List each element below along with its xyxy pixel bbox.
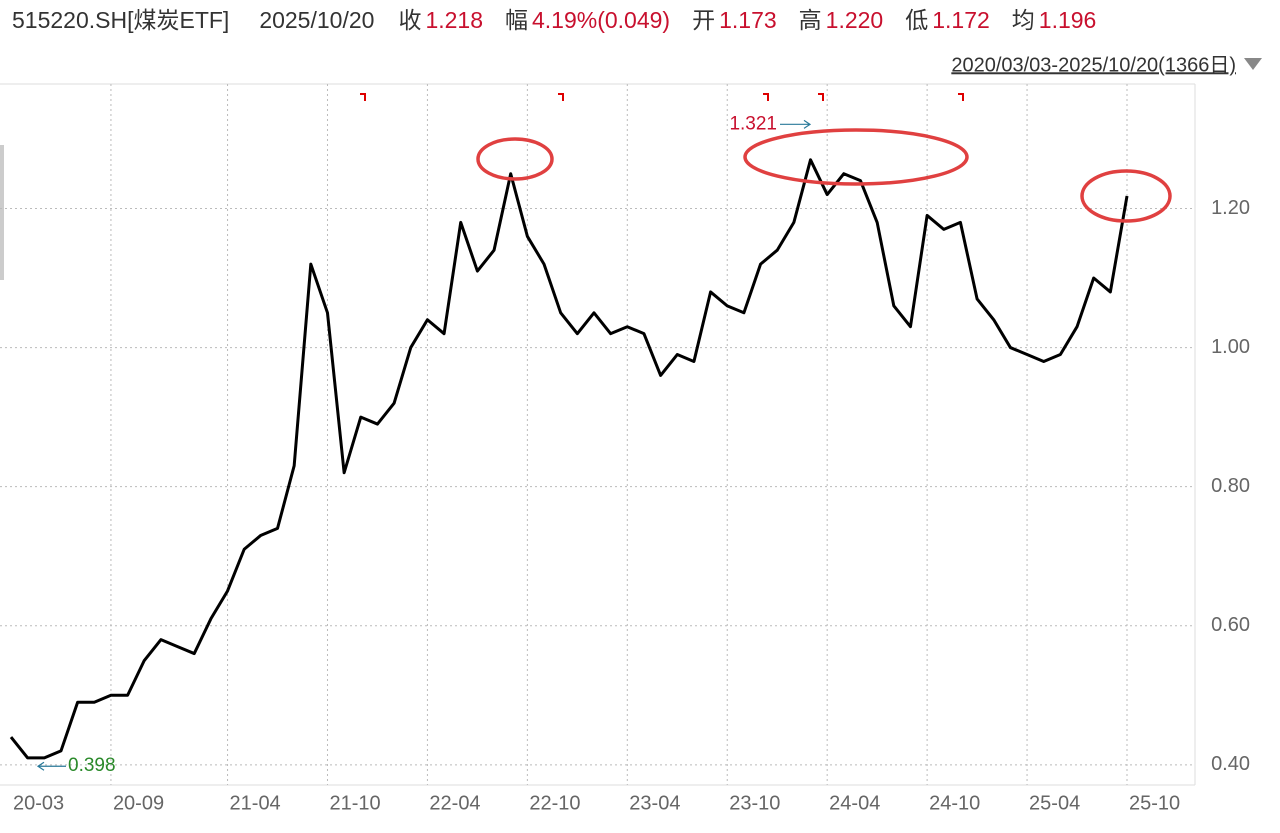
field-value: 1.196 [1039, 7, 1097, 33]
plot: 0.40 0.60 0.80 1.00 1.20 20-03 20-09 21-04 21-10… [0, 84, 1250, 814]
y-tick-label: 1.00 [1211, 336, 1250, 358]
field-label: 高 [799, 7, 822, 33]
markers [360, 93, 964, 101]
y-tick-label: 0.60 [1211, 614, 1250, 636]
x-tick-label: 24-10 [929, 792, 980, 814]
field-value: 1.173 [719, 7, 777, 33]
field-value: 1.172 [932, 7, 990, 33]
x-tick-label: 21-10 [329, 792, 380, 814]
dropdown-arrow[interactable] [1244, 58, 1262, 70]
x-tick-label: 20-03 [13, 792, 64, 814]
x-tick-label: 22-10 [529, 792, 580, 814]
field-label: 均 [1012, 7, 1035, 33]
date-range[interactable]: 2020/03/03-2025/10/20(1366日) [951, 54, 1236, 76]
field-label: 低 [905, 7, 928, 33]
price-line [9, 158, 1129, 760]
min-label: 0.398 [68, 755, 116, 776]
x-tick-label: 23-04 [629, 792, 680, 814]
max-arrow [780, 119, 812, 129]
x-tick-label: 21-04 [230, 792, 281, 814]
y-tick-label: 1.20 [1211, 197, 1250, 219]
field-label: 开 [692, 7, 715, 33]
date: 2025/10/20 [259, 7, 374, 33]
x-tick-label: 25-10 [1129, 792, 1180, 814]
y-tick-label: 0.80 [1211, 475, 1250, 497]
max-label: 1.321 [729, 113, 777, 134]
y-tick-label: 0.40 [1211, 753, 1250, 775]
x-tick-label: 23-10 [729, 792, 780, 814]
min-arrow [36, 761, 66, 771]
highlight-circles [476, 128, 1172, 223]
x-tick-label: 25-04 [1029, 792, 1080, 814]
field-value: 4.19%(0.049) [532, 7, 670, 33]
field-label: 收 [398, 7, 421, 33]
field-value: 1.218 [425, 7, 483, 33]
x-tick-label: 24-04 [829, 792, 880, 814]
symbol: 515220.SH[煤炭ETF] [12, 7, 229, 33]
field-label: 幅 [505, 7, 528, 33]
field-value: 1.220 [826, 7, 884, 33]
scroll-indicator [0, 145, 4, 280]
header: 515220.SH[煤炭ETF] 2025/10/20 收 1.218 幅 4.19%(0… [12, 7, 1096, 33]
x-tick-label: 20-09 [113, 792, 164, 814]
x-tick-label: 22-04 [429, 792, 480, 814]
